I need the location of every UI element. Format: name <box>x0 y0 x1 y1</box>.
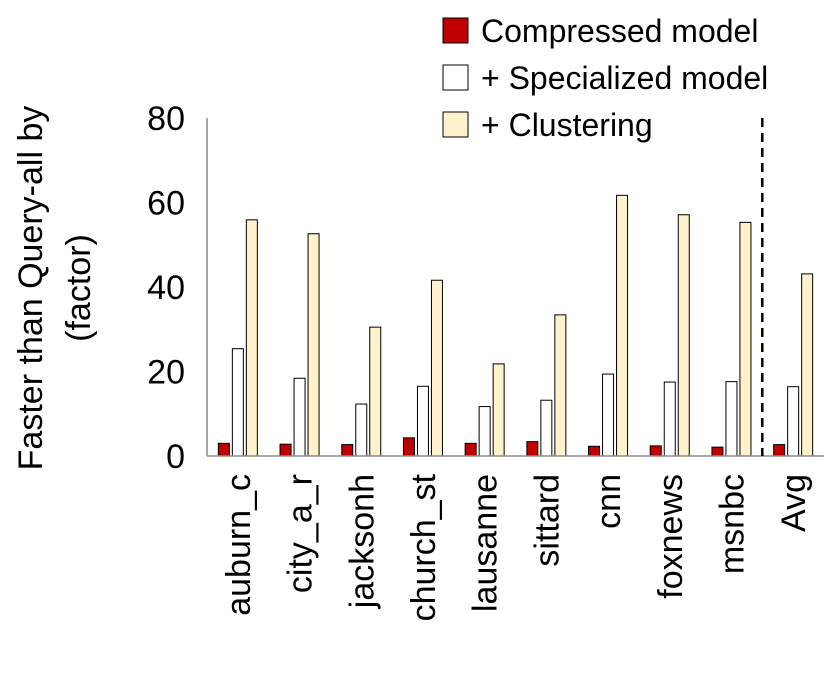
x-tick-label-jacksonh: jacksonh <box>343 474 381 609</box>
x-tick-label-avg: Avg <box>775 474 813 532</box>
bar-compressed-model-cnn <box>588 445 601 457</box>
x-tick-label-cnn: cnn <box>590 474 628 529</box>
bar-compressed-model-foxnews <box>649 445 662 457</box>
y-tick-label: 0 <box>166 438 185 476</box>
x-tick-label-city-a-r: city_a_r <box>282 474 320 593</box>
y-axis-title-line: (factor) <box>60 234 98 342</box>
bar-clustering-auburn-c <box>245 219 258 457</box>
bar-compressed-model-avg <box>773 444 786 457</box>
legend-swatch-clustering <box>442 111 469 138</box>
legend-label-specialized-model: + Specialized model <box>481 60 768 96</box>
y-tick-label: 40 <box>147 269 185 307</box>
y-axis-ticks: 0 20 40 60 80 <box>147 100 185 476</box>
legend-swatch-specialized-model <box>442 64 469 91</box>
bar-specialized-model-church-st <box>416 385 429 457</box>
legend: Compressed model + Specialized model + Clu… <box>442 13 768 143</box>
bar-compressed-model-church-st <box>402 437 415 457</box>
bar-clustering-cnn <box>616 194 629 457</box>
x-tick-label-lausanne: lausanne <box>467 474 505 612</box>
x-axis-labels: auburn_c city_a_r jacksonh church_st lausann… <box>220 473 813 621</box>
x-tick-label-auburn-c: auburn_c <box>220 474 258 616</box>
bar-specialized-model-avg <box>787 386 800 457</box>
bar-specialized-model-jacksonh <box>355 403 368 457</box>
bar-compressed-model-city-a-r <box>279 443 292 457</box>
bar-clustering-avg <box>801 273 814 457</box>
bar-specialized-model-city-a-r <box>293 377 306 457</box>
bar-compressed-model-sittard <box>526 441 539 457</box>
x-tick-label-sittard: sittard <box>528 474 566 567</box>
bar-clustering-msnbc <box>739 221 752 457</box>
bar-compressed-model-jacksonh <box>341 444 354 457</box>
bar-clustering-foxnews <box>677 214 690 457</box>
bar-specialized-model-cnn <box>602 373 615 457</box>
y-tick-label: 20 <box>147 354 185 392</box>
legend-label-compressed-model: Compressed model <box>481 13 758 49</box>
bar-compressed-model-lausanne <box>464 442 477 457</box>
y-axis-title: Faster than Query-all by (factor) <box>12 106 98 471</box>
y-tick-label: 60 <box>147 185 185 223</box>
bar-specialized-model-msnbc <box>725 381 738 457</box>
legend-swatch-compressed-model <box>442 17 469 44</box>
bar-clustering-church-st <box>430 279 443 457</box>
bar-specialized-model-sittard <box>540 399 553 457</box>
bar-specialized-model-lausanne <box>478 406 491 457</box>
plot-area <box>206 118 824 457</box>
bar-clustering-sittard <box>554 314 567 457</box>
bar-specialized-model-auburn-c <box>231 348 244 457</box>
x-tick-label-foxnews: foxnews <box>652 474 690 599</box>
legend-label-clustering: + Clustering <box>481 107 653 143</box>
bar-clustering-lausanne <box>492 363 505 457</box>
bar-compressed-model-msnbc <box>711 446 724 457</box>
x-tick-label-church-st: church_st <box>405 473 443 621</box>
y-axis-title-line: Faster than Query-all by <box>12 106 50 471</box>
bar-clustering-city-a-r <box>307 233 320 457</box>
bar-specialized-model-foxnews <box>663 381 676 457</box>
x-tick-label-msnbc: msnbc <box>713 474 751 574</box>
bar-compressed-model-auburn-c <box>217 442 230 457</box>
y-tick-label: 80 <box>147 100 185 138</box>
bar-clustering-jacksonh <box>369 326 382 457</box>
